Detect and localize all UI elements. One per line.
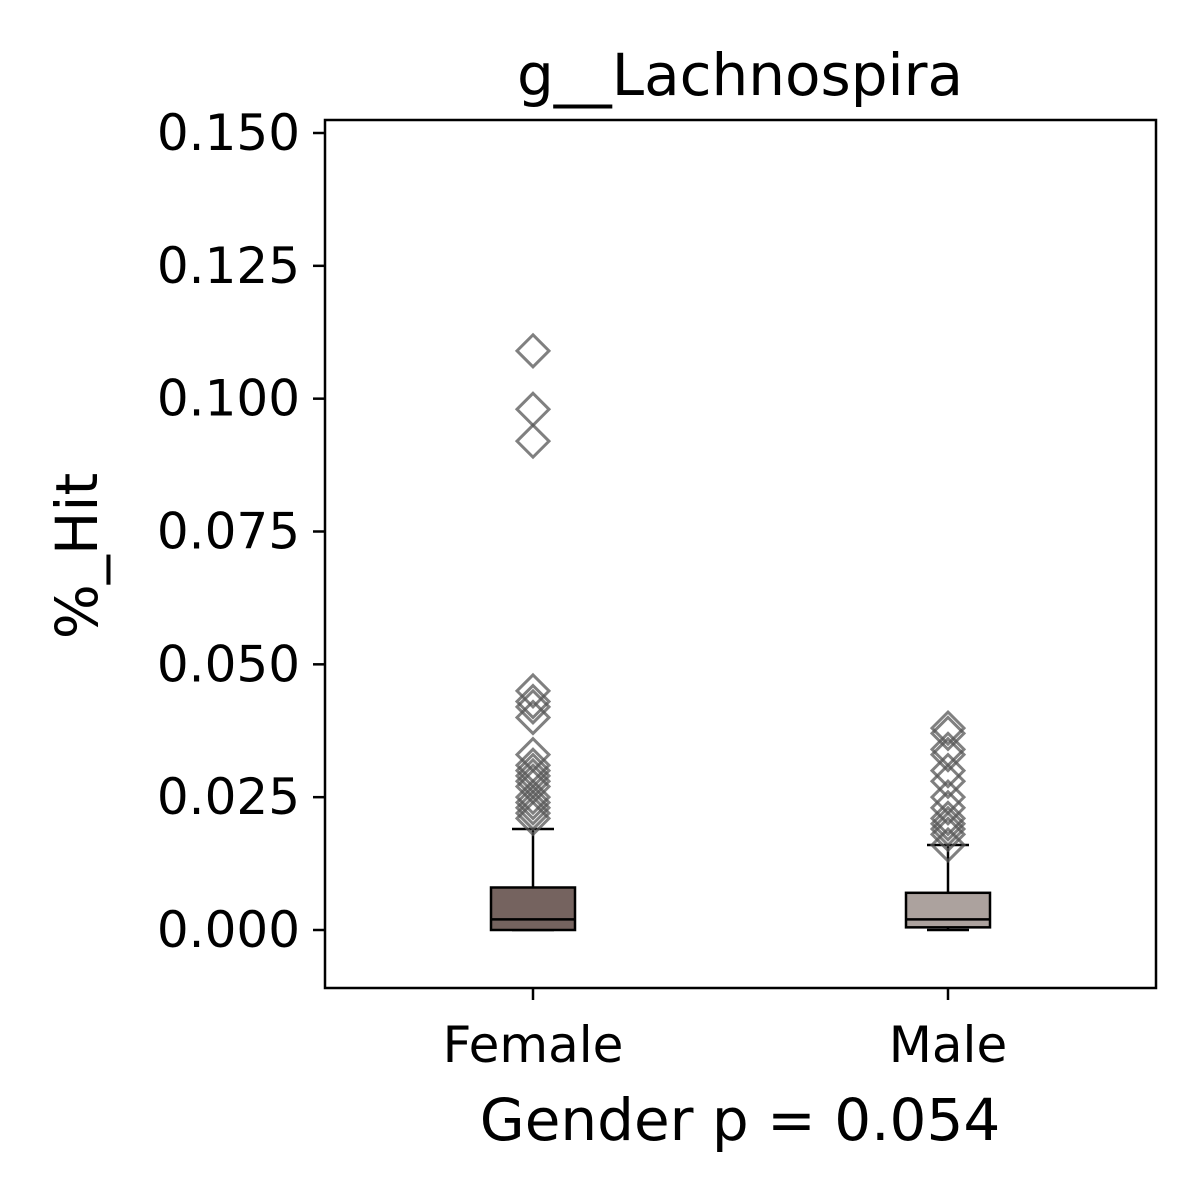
plot-area	[323, 118, 1158, 990]
iqr-box	[904, 891, 992, 929]
box-male	[904, 709, 992, 932]
y-tick-label: 0.025	[157, 768, 300, 826]
y-axis-label: %_Hit	[43, 473, 111, 640]
y-tick-label: 0.150	[157, 104, 300, 162]
outlier-point	[929, 800, 967, 837]
outlier-point	[514, 332, 552, 369]
outlier-point	[514, 789, 552, 826]
outlier-point	[929, 826, 967, 864]
outlier-point	[929, 752, 967, 789]
x-tick-label: Male	[889, 1016, 1007, 1074]
outlier-point	[514, 688, 552, 725]
outlier-point	[514, 784, 552, 821]
x-tick-label: Female	[443, 1016, 624, 1074]
outlier-point	[929, 763, 967, 800]
outlier-point	[929, 715, 967, 752]
outlier-point	[514, 672, 552, 710]
outlier-point	[929, 805, 967, 842]
box-female	[489, 332, 577, 932]
outlier-point	[929, 816, 967, 853]
box-group	[489, 332, 992, 932]
chart-title: g__Lachnospira	[517, 41, 963, 109]
outlier-point	[929, 709, 967, 747]
y-tick-label: 0.100	[157, 370, 300, 428]
outlier-point	[514, 800, 552, 837]
outlier-point	[929, 810, 967, 848]
outlier-point	[514, 794, 552, 832]
x-axis: Female Male	[443, 988, 1007, 1074]
iqr-box	[489, 886, 577, 932]
y-tick-label: 0.125	[157, 237, 300, 295]
x-axis-label: Gender p = 0.054	[480, 1086, 1001, 1154]
outlier-point	[514, 683, 552, 720]
outlier-point	[514, 779, 552, 816]
outlier-point	[929, 736, 967, 773]
y-tick-label: 0.000	[157, 901, 300, 959]
y-tick-label: 0.050	[157, 635, 300, 693]
y-axis: 0.000 0.025 0.050 0.075 0.100 0.125 0.150	[157, 104, 325, 959]
y-tick-label: 0.075	[157, 503, 300, 561]
outlier-point	[514, 391, 552, 428]
outlier-point	[929, 789, 967, 826]
outlier-point	[514, 699, 552, 736]
outlier-point	[514, 423, 552, 460]
